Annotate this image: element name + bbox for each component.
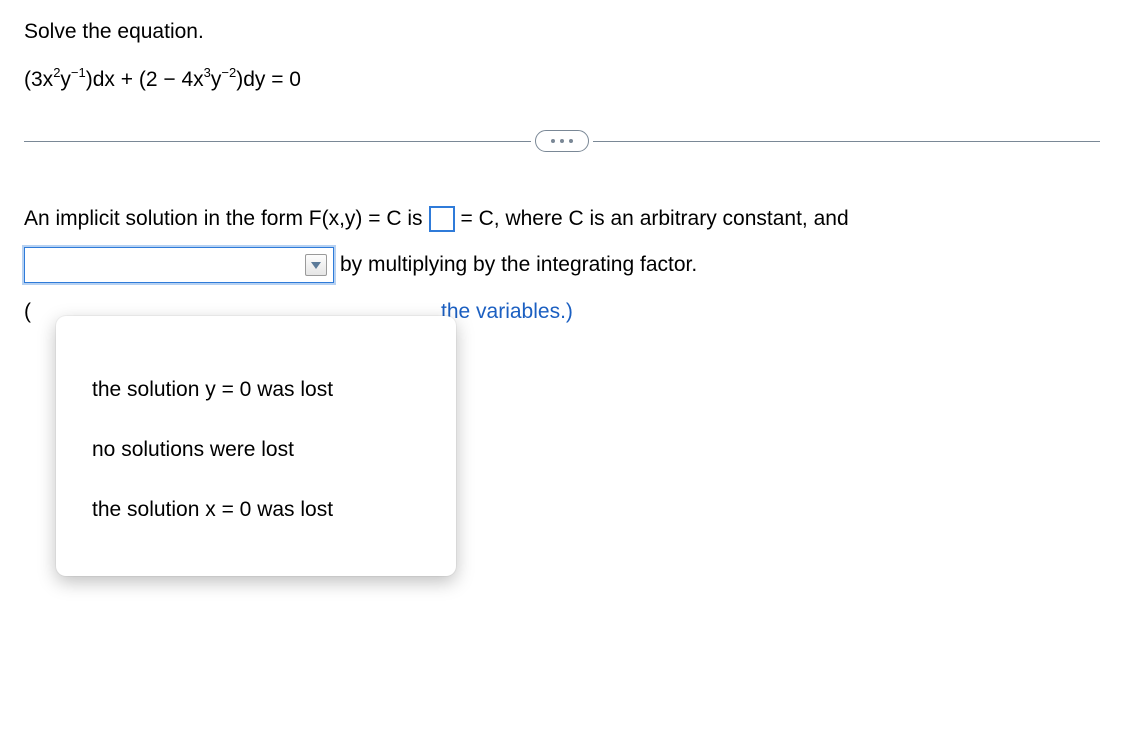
dropdown-option[interactable]: the solution x = 0 was lost [92,480,420,540]
dropdown-option[interactable]: no solutions were lost [92,420,420,480]
chevron-down-icon [311,262,321,269]
dropdown-toggle-button[interactable] [305,254,327,276]
lost-solution-select[interactable] [24,247,334,283]
ellipsis-pill[interactable] [535,130,589,152]
equation: (3x2y−1)dx + (2 − 4x3y−2)dy = 0 [24,66,1100,92]
hint-text: the variables.) [441,289,573,335]
answer-area: An implicit solution in the form F(x,y) … [24,196,1100,335]
answer-line2-text: by multiplying by the integrating factor… [340,242,697,288]
section-divider [24,130,1100,152]
problem-prompt: Solve the equation. [24,20,1100,44]
dropdown-option[interactable]: the solution y = 0 was lost [92,360,420,420]
answer-blank-input[interactable] [429,206,455,232]
hint-open-paren: ( [24,289,31,335]
answer-text-post: = C, where C is an arbitrary constant, a… [461,196,849,242]
dropdown-panel: the solution y = 0 was lost no solutions… [56,316,456,576]
answer-text-pre: An implicit solution in the form F(x,y) … [24,196,423,242]
